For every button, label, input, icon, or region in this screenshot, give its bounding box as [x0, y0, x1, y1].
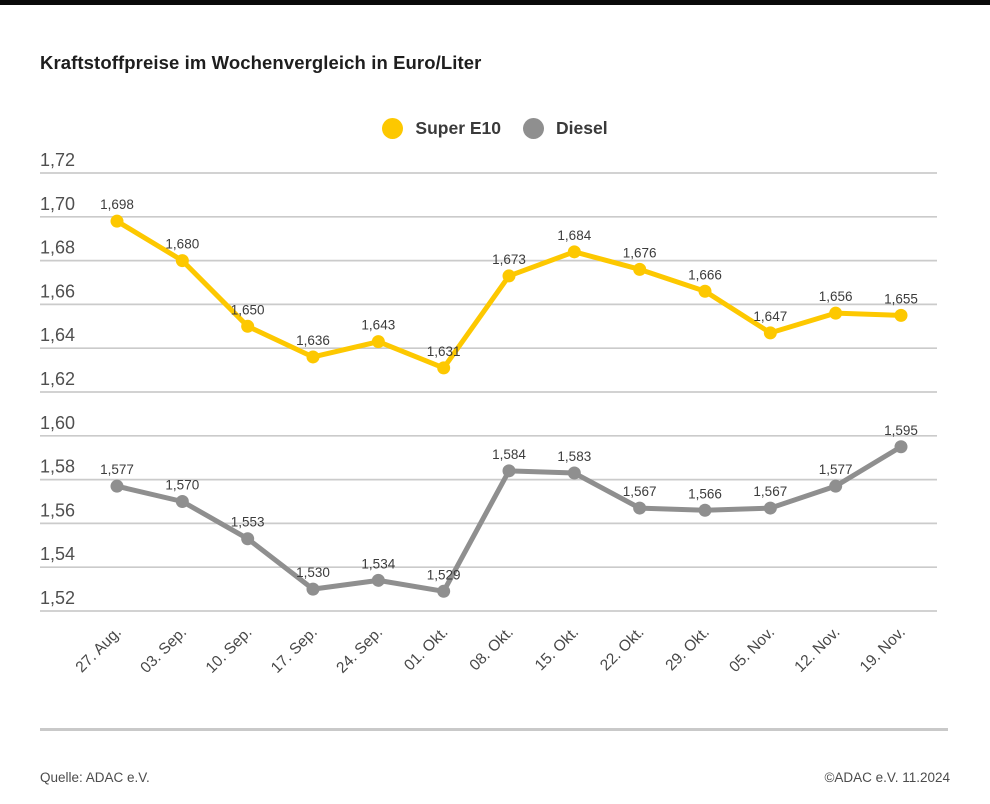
data-point-label-super-e10: 1,698 [100, 197, 134, 212]
series-line-super-e10 [114, 218, 904, 371]
data-point-super-e10 [829, 306, 843, 320]
data-point-diesel [110, 479, 124, 493]
data-point-super-e10 [567, 245, 581, 259]
data-point-label-super-e10: 1,676 [623, 245, 657, 260]
y-axis-tick-label: 1,62 [40, 369, 75, 389]
data-point-super-e10 [306, 350, 320, 364]
x-axis-tick-label: 15. Okt. [532, 624, 582, 674]
diesel-marker-icon [523, 118, 545, 139]
legend-label-super-e10: Super E10 [415, 118, 502, 138]
data-point-super-e10 [175, 254, 189, 268]
data-point-label-super-e10: 1,643 [361, 318, 395, 333]
data-point-diesel [241, 532, 255, 546]
x-axis-tick-label: 17. Sep. [268, 624, 321, 677]
data-point-label-super-e10: 1,636 [296, 333, 330, 348]
legend-label-diesel: Diesel [556, 118, 608, 138]
x-axis-tick-label: 27. Aug. [73, 624, 125, 676]
data-point-label-diesel: 1,534 [361, 556, 395, 571]
x-axis-tick-label: 24. Sep. [333, 624, 386, 677]
data-point-super-e10 [633, 262, 647, 276]
y-axis-tick-label: 1,66 [40, 281, 75, 301]
data-point-label-diesel: 1,595 [884, 423, 918, 438]
y-axis-tick-label: 1,52 [40, 588, 75, 608]
footer-divider [40, 728, 948, 731]
data-point-label-diesel: 1,567 [753, 484, 787, 499]
data-point-diesel [698, 503, 712, 517]
data-point-label-super-e10: 1,666 [688, 267, 722, 282]
data-point-diesel [175, 495, 189, 508]
x-axis-tick-label: 05. Nov. [726, 624, 778, 676]
y-axis-tick-label: 1,60 [40, 413, 75, 433]
data-point-label-diesel: 1,566 [688, 486, 722, 501]
y-axis-tick-label: 1,68 [40, 238, 75, 258]
data-point-label-diesel: 1,570 [165, 478, 199, 493]
super-e10-marker-icon [382, 118, 404, 139]
x-axis-tick-label: 19. Nov. [857, 624, 909, 676]
data-point-super-e10 [371, 335, 385, 349]
x-axis-tick-label: 29. Okt. [662, 624, 712, 674]
legend: Super E10 Diesel [0, 118, 990, 139]
data-point-diesel [502, 464, 516, 478]
data-point-diesel [633, 501, 647, 515]
data-point-label-diesel: 1,530 [296, 565, 330, 580]
x-axis-tick-label: 10. Sep. [203, 624, 256, 677]
data-point-label-super-e10: 1,650 [231, 302, 265, 317]
source-note: Quelle: ADAC e.V. [40, 770, 150, 785]
top-border [0, 0, 990, 5]
data-point-super-e10 [437, 361, 451, 375]
data-point-super-e10 [894, 308, 908, 322]
y-axis-tick-label: 1,64 [40, 325, 75, 345]
y-axis-tick-label: 1,58 [40, 457, 75, 477]
data-point-super-e10 [698, 284, 712, 298]
data-point-label-super-e10: 1,655 [884, 291, 918, 306]
x-axis-tick-label: 22. Okt. [597, 624, 647, 674]
data-point-label-super-e10: 1,656 [819, 289, 853, 304]
x-axis-tick-label: 01. Okt. [401, 624, 451, 674]
data-point-diesel [829, 479, 843, 493]
x-axis-tick-label: 03. Sep. [137, 624, 190, 677]
y-axis-tick-label: 1,70 [40, 194, 75, 214]
data-point-label-diesel: 1,567 [623, 484, 657, 499]
data-point-diesel [371, 573, 385, 587]
data-point-super-e10 [502, 269, 516, 283]
data-point-diesel [437, 584, 451, 598]
data-point-label-diesel: 1,553 [231, 515, 265, 530]
data-point-label-diesel: 1,577 [819, 462, 853, 477]
data-point-label-diesel: 1,584 [492, 447, 526, 462]
data-point-diesel [894, 440, 908, 454]
y-axis-tick-label: 1,54 [40, 544, 75, 564]
copyright-note: ©ADAC e.V. 11.2024 [824, 770, 950, 785]
y-axis-tick-label: 1,56 [40, 500, 75, 520]
x-axis-tick-label: 12. Nov. [791, 624, 843, 676]
data-point-label-super-e10: 1,673 [492, 252, 526, 267]
data-point-label-super-e10: 1,684 [557, 228, 591, 243]
data-point-diesel [763, 501, 777, 515]
data-point-label-super-e10: 1,680 [165, 237, 199, 252]
data-point-super-e10 [110, 214, 124, 228]
x-axis-tick-label: 08. Okt. [466, 624, 516, 674]
data-point-label-super-e10: 1,647 [753, 309, 787, 324]
data-point-super-e10 [763, 326, 777, 340]
line-chart: 1,72 1,70 1,68 1,66 1,64 1,62 1,60 1,58 1,56 1,54… [40, 150, 937, 677]
data-point-label-diesel: 1,583 [557, 449, 591, 464]
data-point-super-e10 [241, 319, 255, 333]
data-point-label-diesel: 1,577 [100, 462, 134, 477]
data-point-label-diesel: 1,529 [427, 567, 461, 582]
chart-title: Kraftstoffpreise im Wochenvergleich in E… [40, 52, 482, 73]
legend-item-super-e10: Super E10 [382, 118, 501, 139]
y-axis-tick-label: 1,72 [40, 150, 75, 170]
data-point-diesel [567, 466, 581, 480]
data-point-label-super-e10: 1,631 [427, 344, 461, 359]
legend-item-diesel: Diesel [523, 118, 608, 139]
data-point-diesel [306, 582, 320, 596]
